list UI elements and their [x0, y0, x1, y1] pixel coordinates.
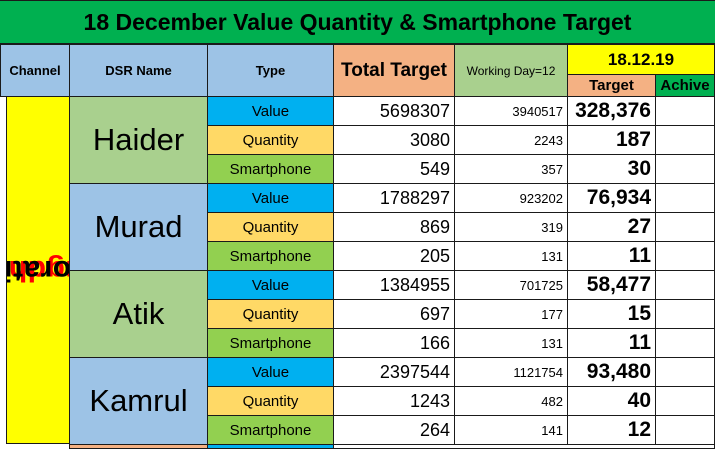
achive-cell[interactable]: [655, 212, 715, 242]
header-channel: Channel: [0, 44, 70, 97]
achive-cell[interactable]: [655, 183, 715, 213]
target-cell[interactable]: 11: [567, 328, 656, 358]
type-cell: Value: [207, 357, 334, 387]
target-cell[interactable]: 30: [567, 154, 656, 184]
dsr-name-cell: Atik: [69, 270, 208, 358]
channel-word-2: Corporation: [7, 254, 70, 287]
target-cell[interactable]: 328,376: [567, 96, 656, 126]
achive-cell[interactable]: [655, 241, 715, 271]
working-day-cell[interactable]: 357: [454, 154, 568, 184]
type-cell: Value: [207, 183, 334, 213]
achive-cell[interactable]: [655, 125, 715, 155]
achive-cell[interactable]: [655, 154, 715, 184]
achive-cell[interactable]: [655, 299, 715, 329]
total-target-cell[interactable]: 3080: [333, 125, 455, 155]
working-day-cell[interactable]: 177: [454, 299, 568, 329]
next-row-strip: [207, 444, 334, 449]
sheet-title: 18 December Value Quantity & Smartphone …: [0, 0, 715, 44]
working-day-cell[interactable]: 923202: [454, 183, 568, 213]
type-cell: Value: [207, 96, 334, 126]
total-target-cell[interactable]: 264: [333, 415, 455, 445]
type-cell: Quantity: [207, 125, 334, 155]
type-cell: Quantity: [207, 212, 334, 242]
target-cell[interactable]: 187: [567, 125, 656, 155]
achive-cell[interactable]: [655, 415, 715, 445]
header-type: Type: [207, 44, 334, 97]
target-cell[interactable]: 11: [567, 241, 656, 271]
header-dsr-name: DSR Name: [69, 44, 208, 97]
target-cell[interactable]: 93,480: [567, 357, 656, 387]
working-day-cell[interactable]: 141: [454, 415, 568, 445]
next-row-strip: [69, 444, 208, 449]
type-cell: Smartphone: [207, 154, 334, 184]
total-target-cell[interactable]: 1384955: [333, 270, 455, 300]
header-total-target: Total Target: [333, 44, 455, 97]
achive-cell[interactable]: [655, 328, 715, 358]
dsr-name-cell: Haider: [69, 96, 208, 184]
total-target-cell[interactable]: 1788297: [333, 183, 455, 213]
type-cell: Smartphone: [207, 241, 334, 271]
achive-cell[interactable]: [655, 386, 715, 416]
target-cell[interactable]: 12: [567, 415, 656, 445]
target-cell[interactable]: 40: [567, 386, 656, 416]
header-date: 18.12.19: [567, 44, 715, 75]
total-target-cell[interactable]: 5698307: [333, 96, 455, 126]
achive-cell[interactable]: [655, 357, 715, 387]
working-day-cell[interactable]: 482: [454, 386, 568, 416]
type-cell: Quantity: [207, 299, 334, 329]
type-cell: Smartphone: [207, 415, 334, 445]
total-target-cell[interactable]: 697: [333, 299, 455, 329]
dsr-name-cell: Kamrul: [69, 357, 208, 445]
header-target: Target: [567, 74, 656, 97]
achive-cell[interactable]: [655, 270, 715, 300]
next-row-strip: [333, 444, 715, 449]
achive-cell[interactable]: [655, 96, 715, 126]
channel-label: Mugdho Corporation: [7, 181, 70, 358]
header-achive: Achive: [655, 74, 715, 97]
working-day-cell[interactable]: 1121754: [454, 357, 568, 387]
total-target-cell[interactable]: 166: [333, 328, 455, 358]
total-target-cell[interactable]: 549: [333, 154, 455, 184]
working-day-cell[interactable]: 131: [454, 328, 568, 358]
type-cell: Value: [207, 270, 334, 300]
target-cell[interactable]: 58,477: [567, 270, 656, 300]
total-target-cell[interactable]: 869: [333, 212, 455, 242]
target-cell[interactable]: 27: [567, 212, 656, 242]
total-target-cell[interactable]: 2397544: [333, 357, 455, 387]
type-cell: Quantity: [207, 386, 334, 416]
working-day-cell[interactable]: 2243: [454, 125, 568, 155]
working-day-cell[interactable]: 131: [454, 241, 568, 271]
target-cell[interactable]: 76,934: [567, 183, 656, 213]
target-cell[interactable]: 15: [567, 299, 656, 329]
working-day-cell[interactable]: 319: [454, 212, 568, 242]
total-target-cell[interactable]: 1243: [333, 386, 455, 416]
working-day-cell[interactable]: 701725: [454, 270, 568, 300]
header-working-day: Working Day=12: [454, 44, 568, 97]
type-cell: Smartphone: [207, 328, 334, 358]
working-day-cell[interactable]: 3940517: [454, 96, 568, 126]
total-target-cell[interactable]: 205: [333, 241, 455, 271]
dsr-name-cell: Murad: [69, 183, 208, 271]
channel-cell: Mugdho Corporation: [6, 96, 70, 444]
